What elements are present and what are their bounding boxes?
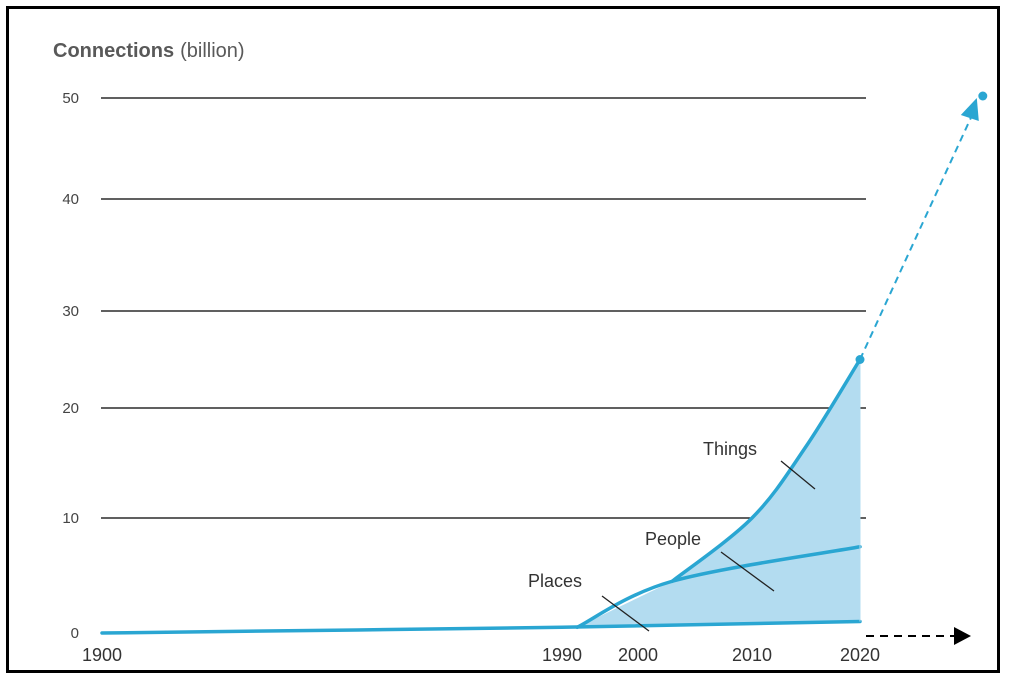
series-label-things: Things <box>703 439 757 459</box>
series-line-places <box>100 619 862 635</box>
x-axis-arrowhead <box>954 627 971 645</box>
chart: Connections (billion) 0 10 20 30 40 50 1900 199… <box>53 40 988 665</box>
x-tick-label-2000: 2000 <box>618 645 658 665</box>
y-tick-label-40: 40 <box>62 191 79 208</box>
series-leader-things <box>780 460 816 490</box>
projection-dashed-line <box>859 117 972 360</box>
y-tick-label-20: 20 <box>62 400 79 417</box>
chart-frame: Connections (billion) 0 10 20 30 40 50 1900 199… <box>6 6 1000 673</box>
y-axis-title-main: Connections <box>53 40 174 62</box>
projection-arrowhead <box>960 98 979 121</box>
series-line-things <box>670 357 862 583</box>
x-tick-label-1990: 1990 <box>542 645 582 665</box>
x-axis-arrow <box>866 627 971 645</box>
series-leader-places <box>601 595 650 632</box>
projection-arrow <box>855 91 988 364</box>
y-tick-labels: 0 10 20 30 40 50 <box>62 90 79 642</box>
x-tick-label-1900: 1900 <box>82 645 122 665</box>
series-lines <box>100 357 862 635</box>
y-tick-label-0: 0 <box>71 625 79 642</box>
series-leader-people <box>720 551 775 592</box>
y-axis-title: Connections (billion) <box>53 40 245 62</box>
series-label-people: People <box>645 529 701 549</box>
gridlines <box>101 97 866 519</box>
connections-area-fill <box>577 359 860 628</box>
x-tick-labels: 1900 1990 2000 2010 2020 <box>82 645 880 665</box>
x-tick-label-2010: 2010 <box>732 645 772 665</box>
x-tick-label-2020: 2020 <box>840 645 880 665</box>
y-tick-label-50: 50 <box>62 90 79 107</box>
series-line-people <box>575 545 862 629</box>
projection-end-dot <box>978 91 988 101</box>
y-tick-label-10: 10 <box>62 510 79 527</box>
series-label-places: Places <box>528 571 582 591</box>
y-axis-title-unit: (billion) <box>180 40 244 62</box>
y-tick-label-30: 30 <box>62 303 79 320</box>
series-labels: Things People Places <box>528 439 816 632</box>
